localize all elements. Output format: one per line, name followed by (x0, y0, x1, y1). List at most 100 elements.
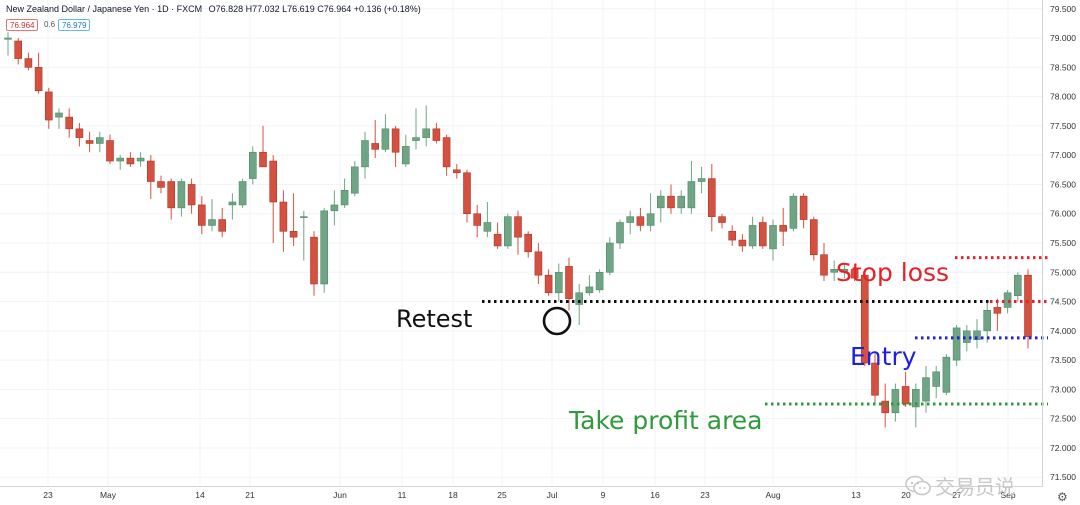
price-tick-label: 79.000 (1050, 33, 1076, 43)
price-tick-label: 72.500 (1050, 414, 1076, 424)
candle-up (249, 146, 257, 185)
time-tick-label: 27 (952, 490, 962, 500)
candle-down (432, 122, 441, 144)
candle-body (320, 210, 329, 285)
candle-down (718, 213, 726, 229)
retest-circle (542, 306, 572, 336)
candle-up (483, 202, 492, 238)
candle-up (769, 219, 777, 261)
candle-up (4, 32, 12, 56)
time-tick-label: 25 (497, 490, 507, 500)
candlestick-series (4, 32, 1032, 428)
candle-body (1024, 274, 1032, 337)
candle-up (973, 319, 981, 349)
candle-body (687, 181, 696, 209)
candle-body (310, 236, 318, 285)
candle-body (860, 274, 869, 364)
buy-price-box[interactable]: 76.979 (58, 19, 91, 31)
time-axis[interactable]: 23 May 14 21 Jun 11 18 25 Jul 9 16 23 Aug 13 20 27 Sep (43, 490, 1016, 500)
candle-up (830, 260, 839, 282)
time-tick-label: 16 (650, 490, 660, 500)
candle-body (228, 201, 237, 206)
candle-up (687, 161, 696, 214)
candle-up (55, 108, 63, 129)
candle-body (361, 140, 369, 168)
price-tick-label: 73.500 (1050, 355, 1076, 365)
time-tick-label: Jul (547, 490, 558, 500)
candle-down (636, 207, 645, 232)
candle-body (44, 91, 53, 121)
candle-body (136, 157, 145, 162)
candle-body (799, 195, 808, 220)
price-tick-label: 79.500 (1050, 4, 1076, 14)
candle-down (14, 38, 22, 65)
candle-body (1013, 274, 1022, 296)
candle-up (605, 237, 614, 276)
candle-up (238, 178, 247, 208)
candle-up (983, 301, 992, 343)
candle-body (381, 128, 390, 150)
time-tick-label: Jun (333, 490, 347, 500)
sell-price-box[interactable]: 76.964 (6, 19, 39, 31)
symbol-title[interactable]: New Zealand Dollar / Japanese Yen · 1D ·… (6, 4, 203, 14)
entry-label: Entry (850, 342, 917, 371)
price-axis[interactable]: 79.500 79.000 78.500 78.000 77.500 77.000 76.5… (1050, 4, 1076, 482)
candle-down (65, 108, 73, 138)
candle-body (646, 213, 655, 226)
candle-body (758, 222, 767, 247)
candle-up (952, 324, 961, 366)
candle-body (147, 160, 155, 182)
candle-down (820, 243, 828, 282)
candle-body (789, 195, 798, 229)
wechat-icon (905, 475, 931, 496)
candle-up (340, 178, 349, 208)
candle-up (330, 190, 339, 226)
candle-body (585, 286, 594, 294)
candle-up (656, 190, 665, 223)
candle-body (412, 137, 420, 141)
time-tick-label: 11 (398, 490, 407, 500)
candle-body (432, 128, 441, 141)
candle-body (238, 181, 247, 206)
candle-down (279, 190, 288, 252)
level-lines (482, 256, 1048, 406)
price-tick-label: 74.000 (1050, 326, 1076, 336)
candle-up (626, 210, 635, 235)
take-profit-label: Take profit area (569, 406, 763, 435)
candle-body (840, 269, 849, 273)
candle-body (932, 371, 941, 387)
candle-body (24, 58, 33, 68)
candle-down (728, 225, 737, 246)
candle-body (605, 242, 614, 273)
candle-body (707, 178, 716, 217)
candle-body (626, 216, 635, 223)
candle-body (922, 377, 930, 402)
candle-body (85, 140, 94, 144)
candle-up (748, 216, 757, 249)
time-tick-label: 9 (601, 490, 606, 500)
candle-down (289, 193, 298, 246)
candle-body (983, 310, 992, 332)
price-tick-label: 73.000 (1050, 384, 1076, 394)
candle-up (585, 275, 594, 296)
candle-body (463, 172, 471, 215)
candle-body (942, 356, 951, 393)
candle-body (677, 195, 686, 209)
candle-down (167, 178, 175, 220)
time-tick-label: 23 (43, 490, 53, 500)
time-tick-label: 13 (851, 490, 861, 500)
gear-icon[interactable]: ⚙ (1057, 490, 1068, 504)
candle-down (871, 354, 879, 405)
candle-up (840, 263, 849, 279)
retest-label: Retest (396, 305, 473, 333)
candle-body (524, 233, 533, 253)
candle-up (228, 193, 237, 220)
candle-down (993, 298, 1002, 331)
candle-down (514, 210, 522, 255)
candle-body (779, 225, 788, 232)
candle-body (656, 195, 665, 209)
candle-down (34, 52, 43, 94)
candle-down (524, 231, 533, 258)
candle-body (259, 151, 267, 168)
